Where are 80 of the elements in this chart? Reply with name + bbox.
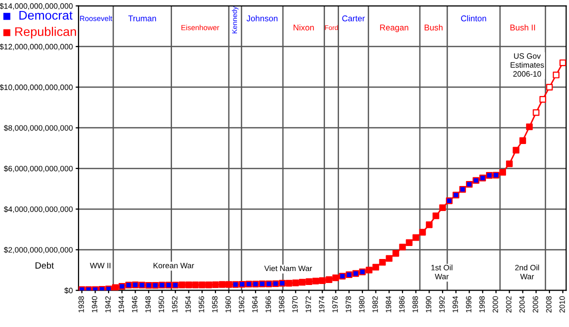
point [225, 281, 232, 288]
point [212, 281, 219, 288]
point [506, 160, 513, 168]
point [352, 270, 360, 277]
point [499, 168, 506, 176]
point [399, 244, 406, 250]
point [286, 280, 292, 287]
legend-label: Republican [15, 26, 76, 39]
point [118, 282, 126, 290]
ref-line-label: Carter [342, 15, 365, 22]
point [532, 109, 540, 116]
point [172, 282, 179, 288]
point [332, 274, 340, 282]
point [152, 282, 159, 289]
point [459, 186, 466, 193]
point [138, 282, 146, 288]
ref-line-label: Reagan [380, 24, 408, 32]
point [312, 278, 319, 284]
point [238, 280, 246, 288]
point [258, 280, 266, 288]
point [339, 272, 346, 280]
point [432, 212, 440, 220]
point [472, 177, 480, 184]
point [158, 282, 166, 288]
point [446, 197, 453, 204]
point [539, 96, 546, 103]
point [406, 239, 413, 246]
point [359, 268, 366, 276]
point [426, 221, 433, 228]
point [125, 282, 132, 288]
point [386, 255, 392, 262]
point [419, 228, 426, 236]
ref-line-label: Truman [128, 16, 156, 22]
point [512, 146, 520, 154]
point [112, 284, 119, 290]
point [306, 278, 312, 285]
point [379, 259, 386, 266]
point [232, 281, 239, 288]
point [366, 266, 372, 274]
point [552, 72, 560, 78]
point [466, 180, 473, 188]
y-axis-title: Debt [36, 262, 54, 269]
point [326, 276, 332, 283]
point [486, 172, 493, 179]
point [452, 192, 460, 198]
point [205, 282, 212, 288]
point [319, 277, 326, 284]
point [272, 280, 279, 288]
point [526, 123, 533, 130]
point [178, 282, 186, 288]
ref-line-label: Nixon [294, 24, 314, 30]
point [346, 271, 352, 278]
point [372, 264, 380, 271]
point [218, 281, 226, 288]
point [479, 174, 486, 182]
ref-line-label: Johnson [246, 15, 278, 22]
point [192, 282, 199, 288]
point [185, 282, 192, 288]
point [145, 282, 152, 289]
point [292, 280, 299, 286]
point [246, 280, 252, 288]
point [105, 286, 112, 290]
ref-line-label: Bush II [510, 24, 535, 30]
point [132, 282, 139, 288]
ref-line-label: Bush [424, 24, 443, 30]
point [278, 280, 286, 287]
point [165, 282, 172, 288]
point [198, 282, 206, 288]
point [492, 172, 500, 178]
legend-label: Democrat [19, 10, 73, 20]
point [252, 280, 259, 288]
point [392, 250, 400, 257]
point [519, 137, 526, 144]
point [439, 204, 446, 212]
point [412, 234, 420, 241]
point [266, 280, 272, 288]
point [298, 278, 306, 286]
point [546, 84, 553, 90]
ref-line-label: Clinton [461, 15, 486, 22]
point [559, 59, 566, 66]
